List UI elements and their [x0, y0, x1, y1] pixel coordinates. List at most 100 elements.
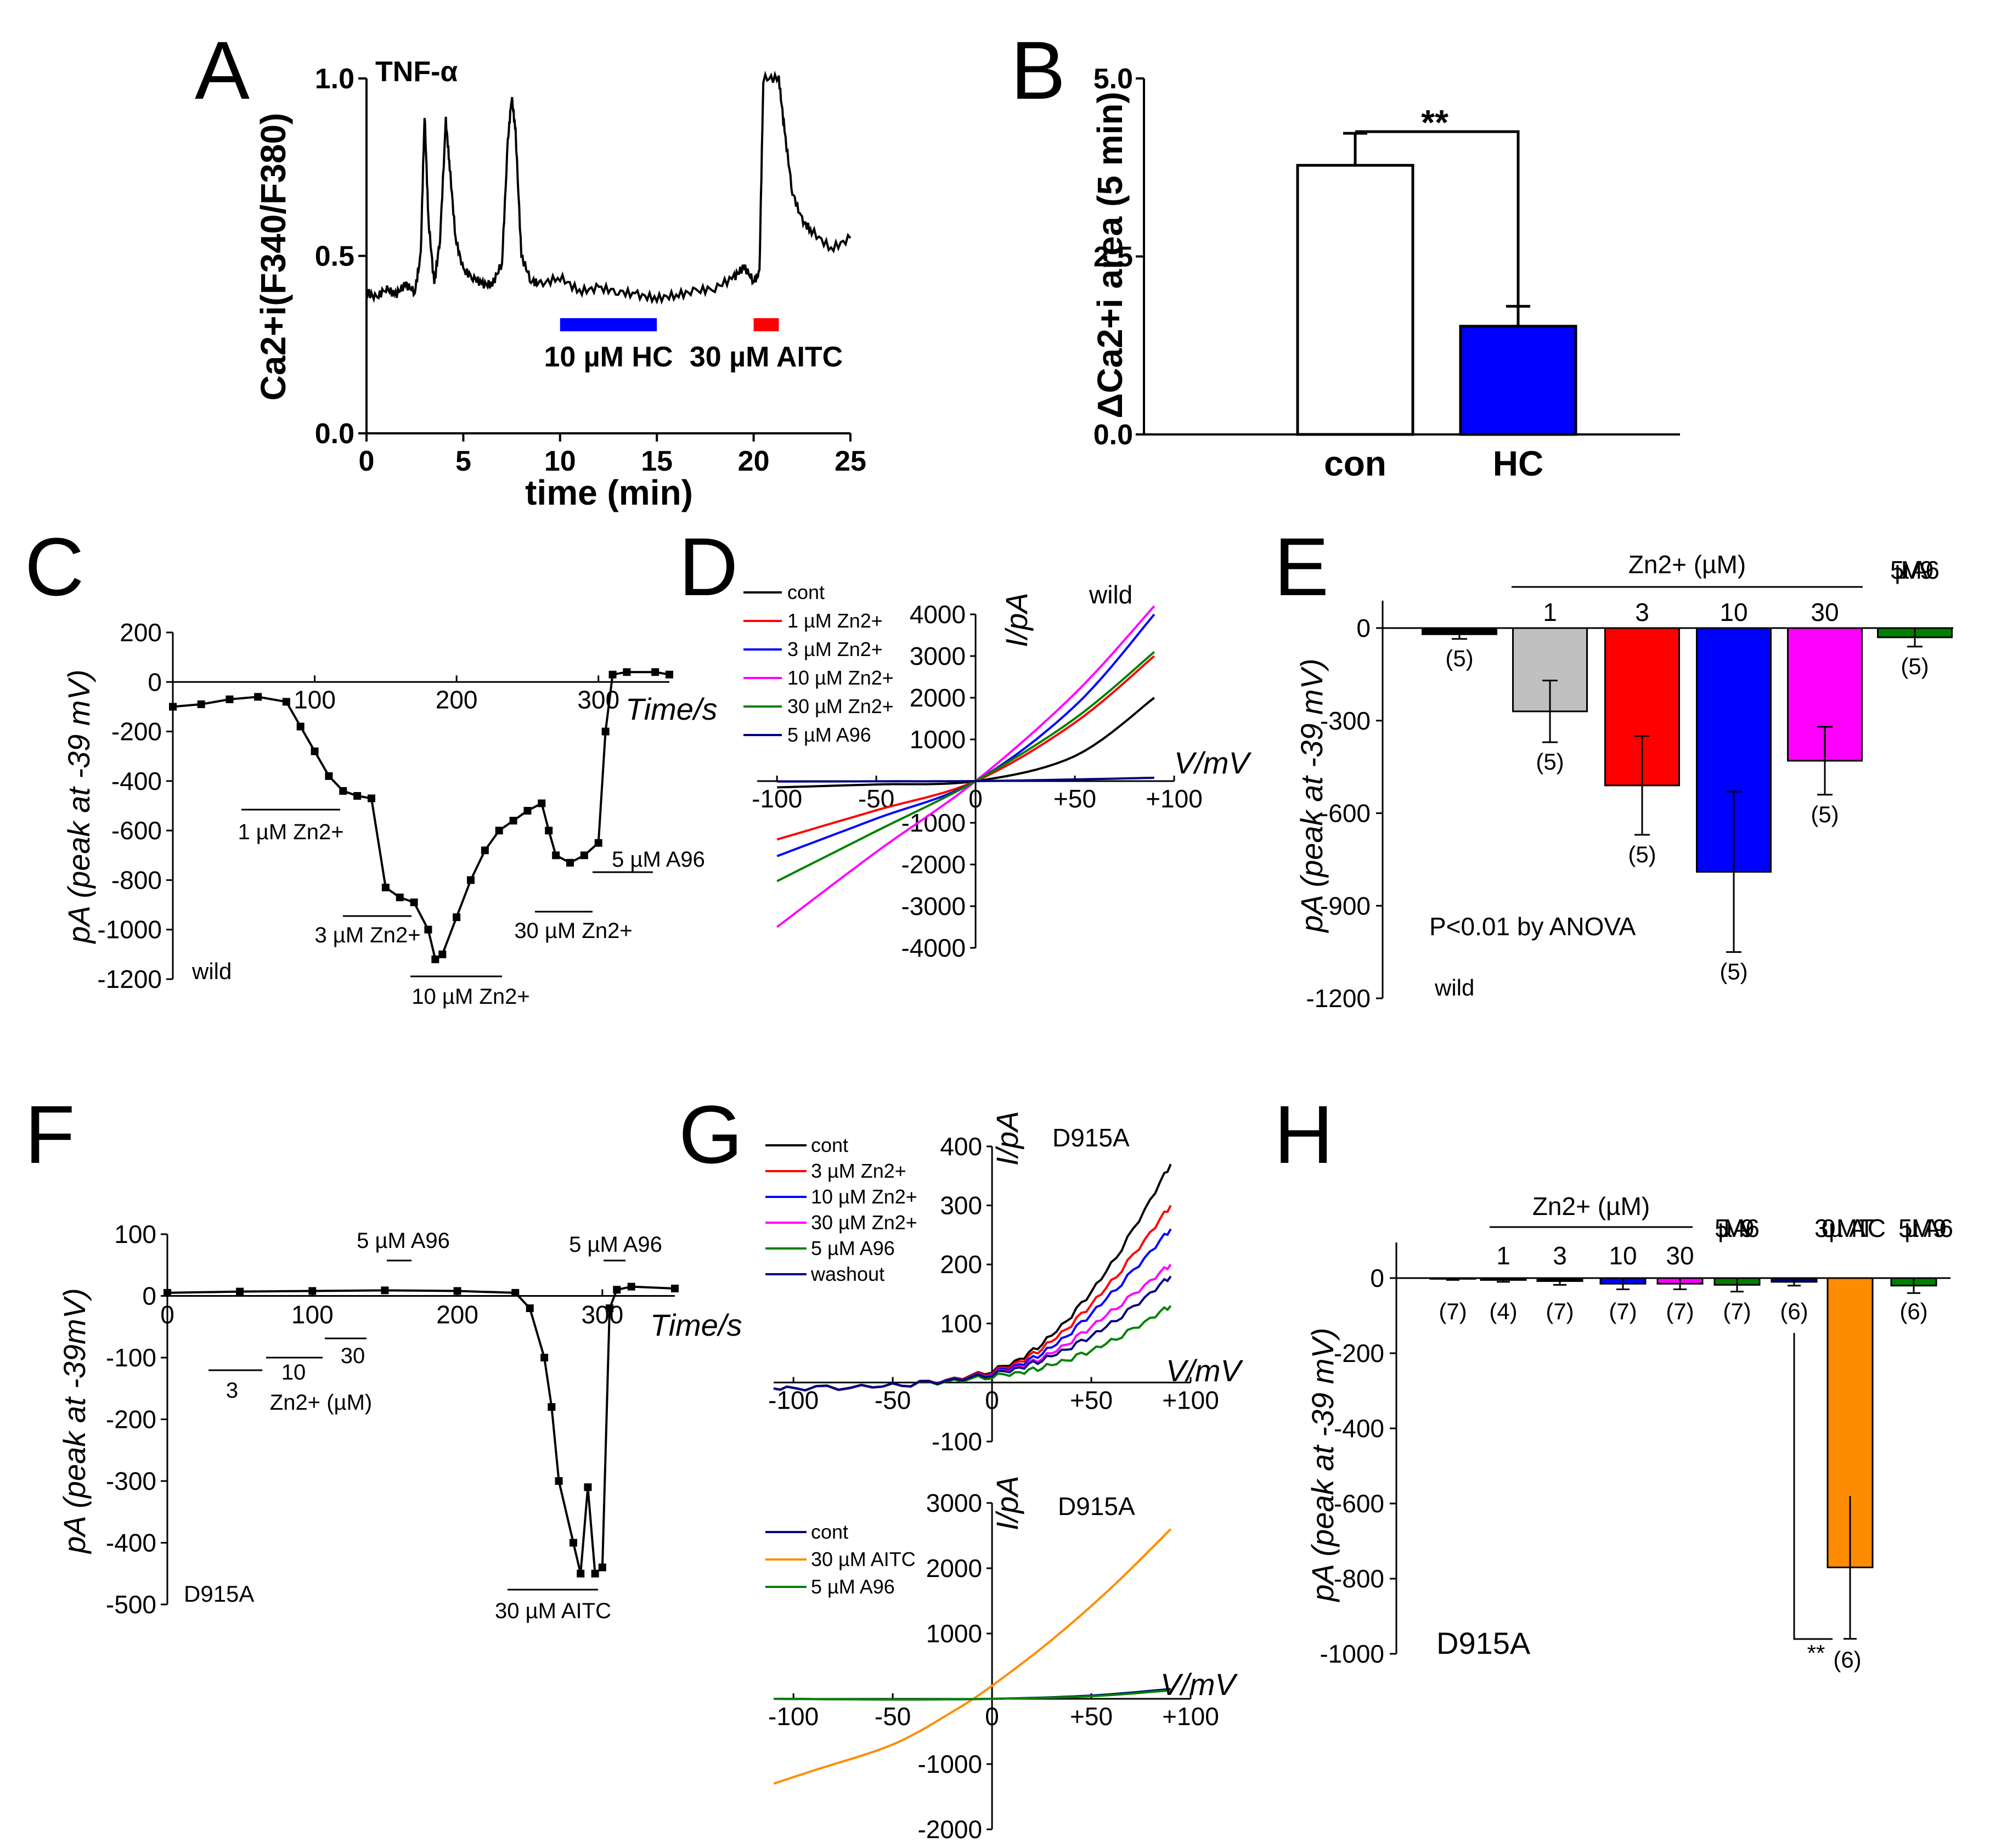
chart-c: 100 200 300 200 0 -200 -400 -600 -800 -1000 -1200 1…	[61, 618, 718, 1009]
treatment-label: 10	[281, 1360, 306, 1384]
y-tick-label: 2.5	[1093, 241, 1133, 273]
legend-label: 1 µM Zn2+	[787, 609, 883, 632]
significance-label: **	[1807, 1640, 1825, 1666]
n-label: (7)	[1666, 1298, 1694, 1324]
x-tick-label: +100	[1162, 1386, 1219, 1414]
data-point	[296, 722, 305, 731]
data-point	[545, 827, 553, 835]
x-tick-label: 300	[577, 685, 619, 714]
y-tick-label: -100	[106, 1343, 156, 1372]
n-label: (5)	[1445, 646, 1473, 671]
drug-bar	[560, 318, 657, 331]
category-label: 3	[1553, 1241, 1567, 1270]
category-label: 1	[1496, 1241, 1510, 1270]
y-tick-label: 0.0	[1093, 419, 1133, 451]
n-label: (5)	[1720, 959, 1747, 985]
x-tick-label: -100	[752, 784, 802, 813]
x-tick-label: +50	[1070, 1386, 1113, 1414]
genotype-label: wild	[1089, 580, 1132, 609]
y-tick-label: -3000	[901, 892, 966, 920]
y-tick-label: -1000	[1320, 1640, 1384, 1668]
y-tick-label: 300	[940, 1191, 982, 1220]
y-tick-label: 1.0	[315, 63, 354, 95]
data-point	[282, 698, 290, 706]
data-point	[666, 670, 673, 679]
y-tick-label: 0.5	[315, 241, 354, 273]
y-tick-label: 1000	[910, 725, 966, 754]
y-tick-label: 3000	[926, 1489, 982, 1517]
y-axis-title: Ca2+i(F340/F380)	[253, 113, 293, 401]
y-tick-label: -500	[106, 1590, 156, 1619]
y-axis-title: I/pA	[990, 1476, 1024, 1530]
n-label: (6)	[1899, 1298, 1927, 1324]
y-tick-label: 2000	[910, 683, 966, 712]
y-tick-label: -900	[1320, 891, 1371, 920]
legend-label: 30 µM AITC	[811, 1548, 916, 1570]
data-point	[552, 851, 560, 860]
legend-label: washout	[810, 1263, 884, 1285]
category-label: 10	[1720, 598, 1747, 626]
data-point	[431, 955, 439, 963]
panel-label-g: G	[679, 1088, 743, 1180]
y-tick-label: 0	[1356, 614, 1371, 642]
legend-label: 30 µM Zn2+	[811, 1211, 917, 1234]
category-label: con	[1324, 444, 1386, 483]
x-axis-title: Time/s	[625, 692, 718, 726]
y-tick-label: -600	[111, 816, 162, 845]
legend-label: 3 µM Zn2+	[787, 638, 883, 660]
data-point	[325, 772, 333, 780]
data-point	[495, 827, 503, 835]
data-point	[651, 668, 659, 676]
category-label: HC	[1493, 444, 1543, 483]
significance-bracket	[1355, 130, 1520, 307]
y-tick-label: 1000	[926, 1619, 982, 1648]
data-point	[601, 727, 610, 736]
iv-curve	[777, 776, 1154, 783]
data-point	[538, 799, 546, 807]
legend-label: 30 µM Zn2+	[787, 695, 894, 717]
y-tick-label: 0	[148, 668, 162, 696]
category-label: 3	[1635, 598, 1649, 626]
panel-label-h: H	[1274, 1088, 1333, 1180]
y-tick-label: -4000	[901, 934, 966, 962]
y-axis-title: I/pA	[999, 592, 1034, 647]
data-point	[424, 925, 432, 934]
x-tick-label: -100	[768, 1386, 819, 1414]
chart-g: -100 -50 0 +50 +100 400 300 200 100 -100 cont 3 µM …	[765, 1111, 1244, 1456]
y-tick-label: -200	[111, 717, 162, 746]
x-tick-label: +100	[1162, 1702, 1219, 1731]
x-tick-label: -50	[875, 1386, 911, 1414]
genotype-label: D915A	[1052, 1123, 1130, 1152]
data-point	[511, 1288, 520, 1297]
drug-bar	[753, 318, 779, 331]
y-tick-label: -400	[1334, 1414, 1384, 1443]
data-point	[555, 1477, 563, 1485]
genotype-label: wild	[191, 958, 232, 984]
panel-label-b: B	[1011, 24, 1066, 116]
y-tick-label: -100	[932, 1427, 982, 1456]
x-tick-label: 100	[291, 1301, 334, 1329]
a96-label: 5 µM A96	[1715, 1214, 1760, 1242]
current-trace	[172, 671, 670, 962]
data-point	[254, 693, 262, 701]
x-tick-label: 200	[436, 1301, 478, 1329]
x-axis-title: Time/s	[650, 1308, 742, 1342]
n-label: (7)	[1546, 1298, 1574, 1324]
n-label: (5)	[1901, 653, 1929, 679]
y-tick-label: 4000	[910, 600, 966, 629]
treatment-label: 30 µM Zn2+	[514, 919, 632, 943]
data-point	[226, 695, 234, 703]
data-point	[353, 792, 362, 800]
category-label: 10	[1609, 1241, 1637, 1270]
y-axis-title: pA (peak at -39 mV)	[61, 669, 96, 944]
a96-label-2: 5 µM A96	[1898, 1214, 1953, 1242]
n-label: (7)	[1609, 1298, 1637, 1324]
group-label: Zn2+ (µM)	[1532, 1192, 1650, 1220]
data-point	[526, 1304, 534, 1312]
data-point	[453, 1287, 461, 1295]
chart-e: 0 -300 -600 -900 -1200 (5) (5) 1 (5) 3 (5) 10 (5) 30 (…	[1294, 550, 1953, 1013]
n-label: (5)	[1811, 801, 1839, 827]
x-axis-title: V/mV	[1166, 1353, 1244, 1388]
treatment-label: 10 µM Zn2+	[411, 985, 529, 1009]
